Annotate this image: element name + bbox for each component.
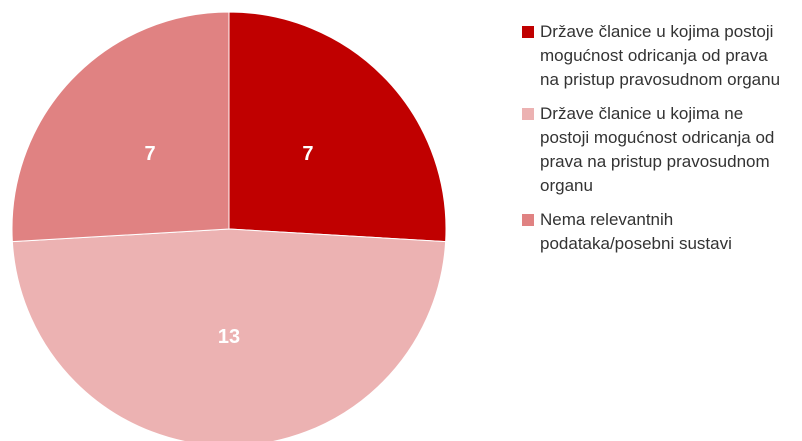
legend-item: Države članice u kojima postoji mogućnos… (520, 20, 790, 92)
legend-item: Nema relevantnih podataka/posebni sustav… (520, 208, 790, 256)
legend-swatch (522, 214, 534, 226)
legend-label: Države članice u kojima ne postoji moguć… (540, 104, 775, 195)
pie-slice (11, 11, 230, 243)
data-label: 7 (145, 143, 156, 165)
legend-swatch (522, 26, 534, 38)
legend-swatch (522, 108, 534, 120)
legend-label: Države članice u kojima postoji mogućnos… (540, 22, 781, 89)
data-label: 7 (302, 143, 313, 165)
pie-slice (228, 11, 447, 243)
data-label: 13 (218, 326, 240, 348)
pie-slice (11, 228, 447, 441)
legend-item: Države članice u kojima ne postoji moguć… (520, 102, 790, 198)
legend-label: Nema relevantnih podataka/posebni sustav… (540, 210, 732, 253)
legend: Države članice u kojima postoji mogućnos… (520, 20, 802, 266)
